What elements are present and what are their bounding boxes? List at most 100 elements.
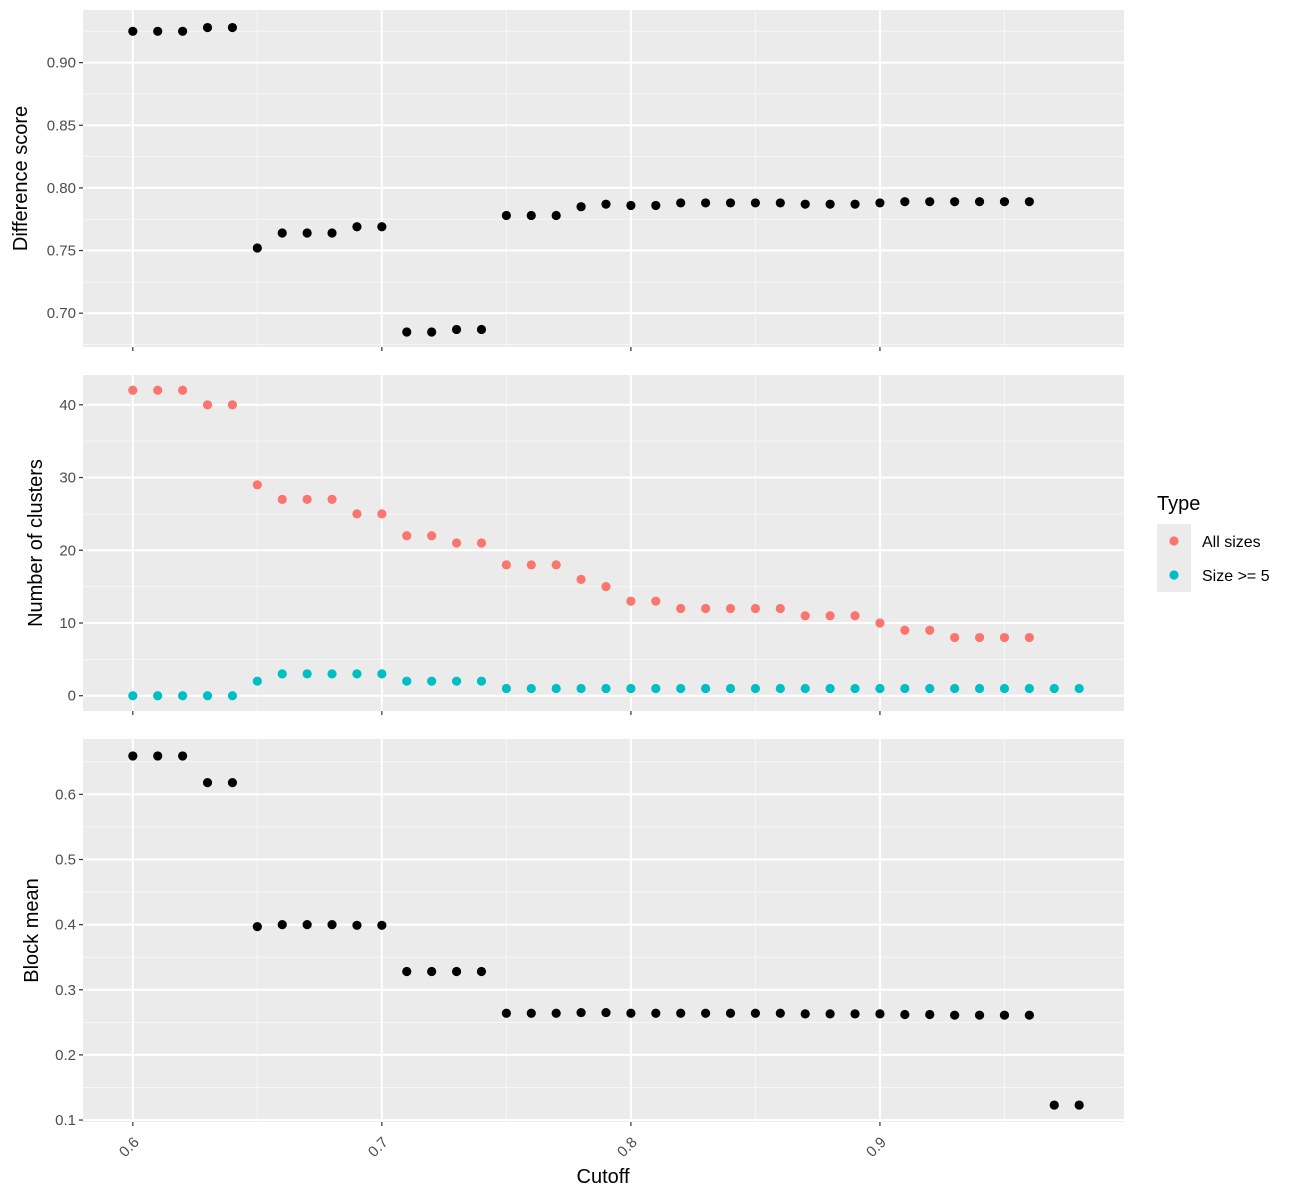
data-point-size-5 (850, 683, 860, 694)
data-point-series (178, 751, 188, 761)
data-point-series (900, 197, 910, 207)
data-point-series (327, 228, 337, 238)
data-point-series (701, 1008, 711, 1018)
data-point-series (153, 26, 163, 36)
data-point-series (601, 199, 611, 209)
data-point-all-sizes (701, 603, 711, 614)
data-point-series (651, 1008, 661, 1018)
y-axis-title: Block mean (21, 878, 43, 983)
data-point-series (153, 751, 163, 761)
data-point-all-sizes (725, 603, 736, 614)
y-tick-label: 0.3 (55, 982, 76, 999)
data-point-series (476, 966, 487, 977)
data-point-series (476, 324, 487, 335)
data-point-series (526, 1008, 536, 1018)
data-point-series (576, 1007, 586, 1018)
data-point-series (999, 197, 1010, 207)
data-point-series (451, 324, 462, 335)
data-point-all-sizes (950, 632, 960, 643)
data-point-all-sizes (128, 385, 138, 395)
data-point-all-sizes (875, 618, 885, 628)
data-point-size-5 (875, 683, 885, 694)
data-point-size-5 (651, 683, 661, 694)
data-point-all-sizes (925, 625, 935, 635)
data-point-size-5 (377, 669, 387, 679)
data-point-series (576, 202, 586, 212)
data-point-all-sizes (451, 538, 462, 548)
legend-label-size-ge5: Size >= 5 (1202, 568, 1270, 585)
legend-label-all-sizes: All sizes (1202, 534, 1261, 551)
y-tick-label: 0.4 (55, 917, 76, 934)
data-point-series (402, 327, 412, 337)
data-point-series (377, 920, 387, 930)
data-point-size-5 (626, 683, 636, 694)
data-point-series (875, 198, 885, 208)
data-point-series (676, 1008, 686, 1018)
data-point-all-sizes (1024, 632, 1034, 643)
data-point-size-5 (476, 676, 487, 686)
data-point-size-5 (178, 691, 188, 701)
data-point-size-5 (1049, 683, 1059, 694)
y-tick-label: 30 (59, 470, 76, 487)
data-point-all-sizes (277, 494, 287, 504)
data-point-size-5 (900, 683, 910, 694)
data-point-series (950, 197, 960, 207)
y-tick-label: 0.1 (55, 1112, 76, 1129)
data-point-all-sizes (576, 574, 586, 584)
data-point-series (1024, 1010, 1034, 1020)
data-point-series (750, 198, 761, 208)
legend-title: Type (1157, 493, 1200, 515)
data-point-series (551, 210, 561, 221)
data-point-series (800, 199, 810, 209)
data-point-size-5 (327, 669, 337, 679)
panels: 0.70 0.75 0.80 0.85 0.90 Difference score 0 10 2… (10, 10, 1124, 1161)
data-point-all-sizes (800, 611, 810, 621)
data-point-series (701, 198, 711, 208)
data-point-size-5 (974, 683, 985, 694)
data-point-size-5 (277, 669, 287, 679)
data-point-all-sizes (526, 560, 536, 570)
data-point-series (501, 210, 511, 221)
y-tick-label: 0.70 (47, 305, 76, 322)
panel-difference-score: 0.70 0.75 0.80 0.85 0.90 Difference score (10, 10, 1124, 351)
data-point-series (402, 966, 412, 977)
data-point-series (775, 198, 785, 208)
data-point-series (202, 778, 213, 788)
data-point-size-5 (775, 683, 785, 694)
data-point-all-sizes (651, 596, 661, 606)
data-point-all-sizes (427, 531, 437, 541)
data-point-series (526, 210, 536, 221)
data-point-series (999, 1010, 1010, 1020)
panel-background (83, 10, 1124, 347)
data-point-all-sizes (476, 538, 487, 548)
y-axis-title: Difference score (10, 106, 32, 251)
data-point-size-5 (227, 691, 238, 701)
data-point-series (352, 920, 362, 930)
data-point-all-sizes (252, 480, 262, 490)
data-point-all-sizes (202, 400, 213, 410)
data-point-all-sizes (327, 494, 337, 504)
y-tick-label: 0.80 (47, 180, 76, 197)
legend: Type All sizes Size >= 5 (1157, 493, 1270, 592)
data-point-series (302, 228, 312, 238)
data-point-series (850, 199, 860, 209)
data-point-all-sizes (825, 611, 835, 621)
data-point-size-5 (551, 683, 561, 694)
data-point-series (626, 200, 636, 211)
data-point-all-sizes (551, 560, 561, 570)
data-point-series (800, 1009, 810, 1019)
y-tick-label: 0.6 (55, 786, 76, 803)
data-point-series (974, 1010, 985, 1020)
data-point-size-5 (1024, 683, 1034, 694)
data-point-all-sizes (676, 603, 686, 614)
data-point-size-5 (676, 683, 686, 694)
data-point-series (252, 243, 262, 253)
data-point-series (252, 921, 262, 932)
data-point-series (128, 26, 138, 36)
data-point-all-sizes (974, 632, 985, 643)
data-point-series (950, 1010, 960, 1020)
data-point-all-sizes (999, 632, 1010, 643)
data-point-series (725, 198, 736, 208)
data-point-series (352, 222, 362, 232)
